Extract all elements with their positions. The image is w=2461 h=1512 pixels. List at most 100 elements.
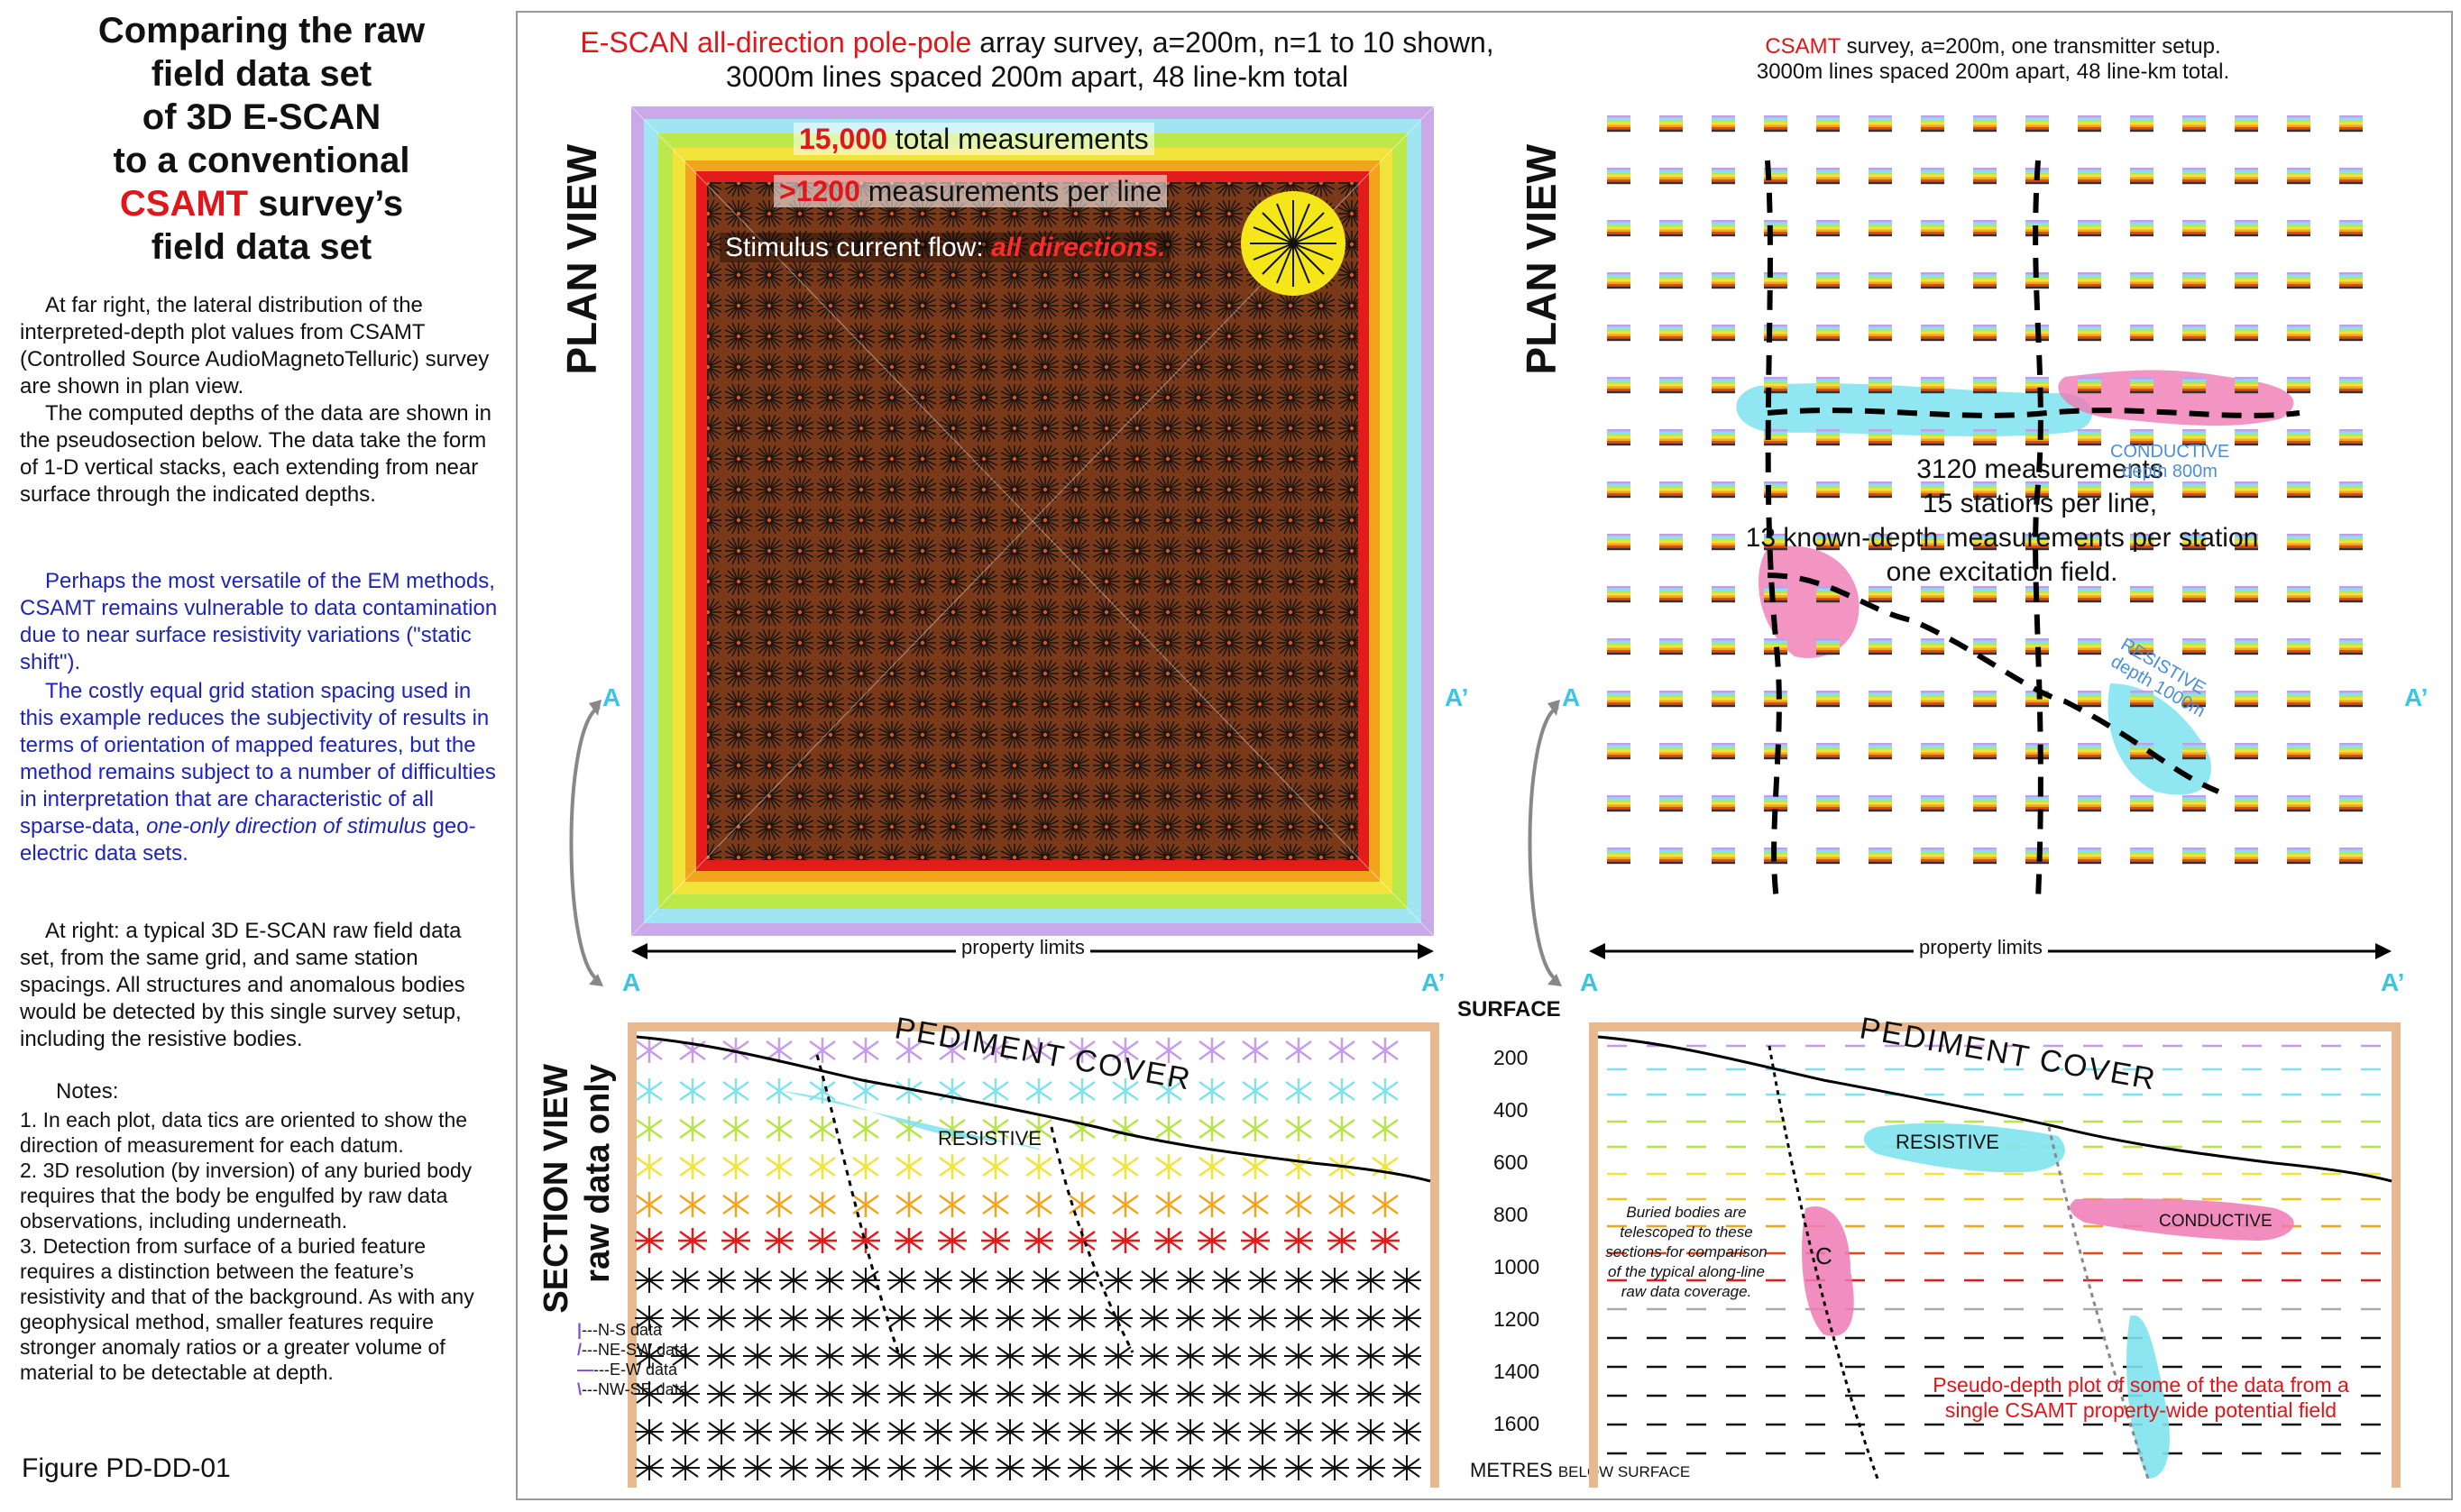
station-tick — [1973, 638, 1997, 655]
station-tick — [2235, 168, 2258, 185]
station-tick — [1659, 848, 1683, 865]
legend-ew: —---E-W data — [577, 1360, 688, 1379]
station-tick — [1712, 534, 1735, 551]
section-tick — [743, 1455, 772, 1480]
station-tick — [2287, 377, 2310, 394]
station-tick — [1659, 691, 1683, 708]
section-tick — [982, 1038, 1009, 1063]
station-tick — [1607, 795, 1630, 812]
description-panel: Comparing the raw field data set of 3D E… — [0, 0, 514, 1512]
escan-property-limits: property limits — [956, 936, 1090, 959]
station-tick — [2287, 534, 2310, 551]
section-tick — [1248, 1455, 1277, 1480]
station-tick — [2182, 272, 2206, 289]
station-tick — [2235, 848, 2258, 865]
csamt-plan-grid — [1607, 115, 2363, 901]
station-tick — [1712, 220, 1735, 237]
station-tick — [1659, 377, 1683, 394]
station-tick — [1764, 586, 1787, 603]
section-tick — [635, 1306, 664, 1331]
station-tick — [1869, 377, 1892, 394]
escan-total-count: 15,000 — [799, 123, 887, 155]
section-tick — [1155, 1038, 1182, 1063]
surface-label: SURFACE — [1457, 997, 1561, 1022]
station-tick — [2130, 168, 2153, 185]
section-tick — [1104, 1455, 1133, 1480]
station-tick — [2235, 481, 2258, 499]
section-tick — [1155, 1154, 1182, 1179]
station-tick — [1764, 325, 1787, 342]
surface-vegetation — [628, 1022, 1439, 1031]
csamt-m3: 13 known-depth measurements per station — [1745, 523, 2259, 553]
section-tick — [779, 1306, 808, 1331]
station-tick — [1816, 743, 1840, 760]
station-tick — [2182, 743, 2206, 760]
station-tick — [1816, 534, 1840, 551]
csamt-c-body — [1802, 1206, 1854, 1336]
title-line: to a conventional — [113, 141, 410, 180]
station-tick — [1921, 115, 1944, 133]
section-tick — [1104, 1268, 1133, 1293]
station-tick — [2235, 220, 2258, 237]
escan-stimulus-text: Stimulus current flow: — [725, 233, 992, 262]
section-tick — [809, 1038, 836, 1063]
station-tick — [1816, 429, 1840, 446]
station-tick — [2130, 377, 2153, 394]
csamt-conductive-body — [2070, 1198, 2294, 1241]
section-tick — [1212, 1343, 1241, 1369]
station-tick — [2078, 638, 2101, 655]
csamt-resistive-label: RESISTIVE — [1896, 1131, 1999, 1153]
section-tick — [1392, 1268, 1421, 1293]
section-tick — [1104, 1343, 1133, 1369]
station-tick — [1659, 638, 1683, 655]
section-tick — [1392, 1455, 1421, 1480]
title-line: field data set — [151, 54, 372, 94]
paragraph-1: At far right, the lateral distribution o… — [20, 293, 490, 399]
section-tick — [779, 1343, 808, 1369]
section-tick — [679, 1192, 706, 1217]
station-tick — [2130, 481, 2153, 499]
csamt-property-limits: property limits — [1914, 936, 2048, 959]
section-tick — [1284, 1306, 1313, 1331]
section-tick — [1025, 1116, 1052, 1141]
section-tick — [1356, 1343, 1385, 1369]
station-tick — [2130, 848, 2153, 865]
section-tick — [1025, 1192, 1052, 1217]
station-tick — [2025, 429, 2049, 446]
station-tick — [2182, 168, 2206, 185]
escan-stimulus: Stimulus current flow: all directions. — [720, 233, 1171, 263]
csamt-resistive-body — [1864, 1123, 2065, 1173]
section-tick — [852, 1116, 879, 1141]
station-tick — [1607, 638, 1630, 655]
section-tick — [707, 1306, 736, 1331]
section-tick — [1284, 1419, 1313, 1444]
station-tick — [1921, 638, 1944, 655]
section-tick — [1241, 1228, 1270, 1253]
title-line: of 3D E-SCAN — [142, 97, 381, 137]
section-tick — [1198, 1078, 1226, 1104]
section-tick — [1176, 1306, 1205, 1331]
section-tick — [1112, 1078, 1139, 1104]
section-tick — [1248, 1419, 1277, 1444]
station-tick — [2339, 325, 2363, 342]
section-tick — [679, 1154, 706, 1179]
station-tick — [2287, 429, 2310, 446]
escan-header-rest: array survey, a=200m, n=1 to 10 shown, — [971, 26, 1494, 59]
station-tick — [1764, 168, 1787, 185]
station-tick — [1607, 220, 1630, 237]
station-tick — [2287, 638, 2310, 655]
section-tick — [707, 1343, 736, 1369]
marker-a-escan-plan: A — [602, 683, 621, 711]
station-tick — [1607, 481, 1630, 499]
section-tick — [1104, 1419, 1133, 1444]
station-tick — [2235, 691, 2258, 708]
section-tick — [1140, 1268, 1169, 1293]
section-tick — [1154, 1228, 1183, 1253]
escan-total-measurements: 15,000 total measurements — [794, 123, 1154, 156]
station-tick — [2287, 743, 2310, 760]
station-tick — [1869, 743, 1892, 760]
marker-aprime-csamt-section: A’ — [2381, 968, 2405, 996]
station-tick — [2025, 115, 2049, 133]
station-tick — [1816, 795, 1840, 812]
paragraph-4: The costly equal grid station spacing us… — [20, 678, 498, 867]
